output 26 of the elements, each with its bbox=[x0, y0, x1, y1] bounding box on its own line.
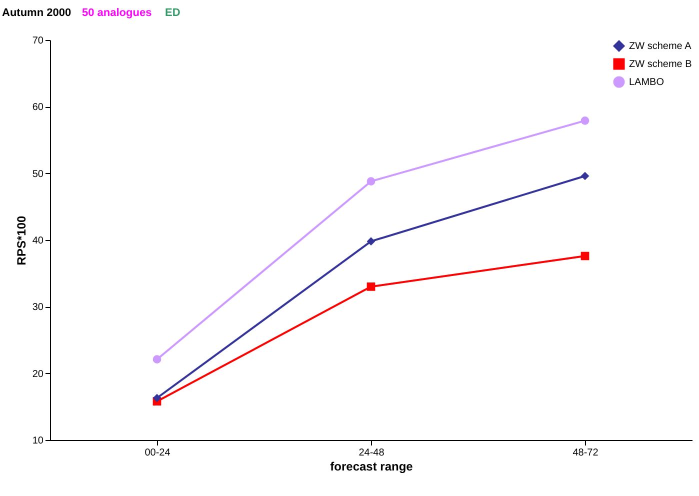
x-tick-label: 24-48 bbox=[358, 448, 385, 458]
y-tick-label: 70 bbox=[32, 36, 44, 46]
legend-label: ZW scheme B bbox=[629, 59, 692, 70]
x-axis-title: forecast range bbox=[330, 460, 414, 474]
point bbox=[152, 355, 162, 364]
point bbox=[580, 252, 590, 260]
y-tick-label: 50 bbox=[32, 168, 44, 180]
point bbox=[580, 172, 590, 180]
y-tick-label: 30 bbox=[32, 302, 44, 314]
point bbox=[152, 394, 162, 402]
x-tick-label: 48-72 bbox=[572, 448, 599, 458]
y-axis-title: RPS*100 bbox=[14, 215, 28, 266]
chart-title: Autumn 2000 bbox=[2, 7, 72, 19]
y-tick-label: 20 bbox=[32, 368, 44, 380]
point bbox=[366, 237, 376, 246]
text: ED bbox=[165, 7, 180, 19]
y-tick-label: 60 bbox=[32, 102, 44, 114]
y-tick-label: 40 bbox=[32, 236, 44, 246]
text: 50 analogues bbox=[82, 7, 152, 19]
legend-label: ZW scheme A bbox=[629, 41, 692, 52]
x-tick-label: 00-24 bbox=[144, 448, 171, 458]
point bbox=[580, 116, 590, 125]
point bbox=[366, 282, 376, 291]
y-tick-label: 10 bbox=[32, 436, 44, 446]
point bbox=[366, 177, 376, 186]
legend-label: LAMBO bbox=[629, 77, 664, 88]
